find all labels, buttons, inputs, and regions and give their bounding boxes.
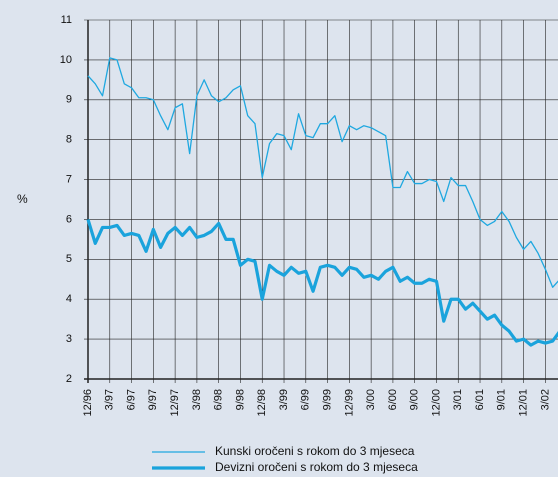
x-tick-label: 3/97 bbox=[104, 389, 116, 410]
y-tick-label: 5 bbox=[66, 253, 72, 265]
x-tick-label: 3/99 bbox=[278, 389, 290, 410]
y-tick-label: 8 bbox=[66, 134, 72, 146]
x-tick-label: 3/00 bbox=[365, 389, 377, 410]
y-axis-label: % bbox=[17, 192, 28, 206]
x-tick-label: 9/01 bbox=[496, 389, 508, 410]
x-tick-label: 6/00 bbox=[387, 389, 399, 410]
y-tick-label: 7 bbox=[66, 173, 72, 185]
x-tick-label: 9/00 bbox=[409, 389, 421, 410]
x-tick-label: 3/98 bbox=[191, 389, 203, 410]
x-tick-label: 12/96 bbox=[82, 389, 94, 417]
x-tick-label: 6/99 bbox=[300, 389, 312, 410]
x-tick-label: 9/99 bbox=[321, 389, 333, 410]
x-tick-label: 9/97 bbox=[147, 389, 159, 410]
y-tick-label: 10 bbox=[60, 54, 72, 66]
y-tick-label: 3 bbox=[66, 333, 72, 345]
y-tick-label: 6 bbox=[66, 213, 72, 225]
legend-label: Kunski oročeni s rokom do 3 mjeseca bbox=[215, 444, 415, 458]
x-tick-label: 9/98 bbox=[234, 389, 246, 410]
data-line bbox=[86, 218, 558, 347]
y-tick-label: 4 bbox=[66, 293, 72, 305]
x-tick-label: 12/01 bbox=[518, 389, 530, 417]
y-tick-label: 2 bbox=[66, 373, 72, 385]
x-tick-label: 12/99 bbox=[343, 389, 355, 417]
x-tick-label: 3/02 bbox=[539, 389, 551, 410]
x-tick-label: 12/00 bbox=[430, 389, 442, 417]
x-tick-label: 3/01 bbox=[452, 389, 464, 410]
x-tick-label: 6/98 bbox=[213, 389, 225, 410]
x-tick-label: 12/97 bbox=[169, 389, 181, 417]
y-tick-label: 9 bbox=[66, 94, 72, 106]
x-tick-label: 6/97 bbox=[125, 389, 137, 410]
data-line bbox=[87, 57, 558, 288]
legend-label: Devizni oročeni s rokom do 3 mjeseca bbox=[215, 460, 418, 474]
x-tick-label: 12/98 bbox=[256, 389, 268, 417]
x-tick-label: 6/01 bbox=[474, 389, 486, 410]
y-tick-label: 11 bbox=[61, 14, 72, 26]
